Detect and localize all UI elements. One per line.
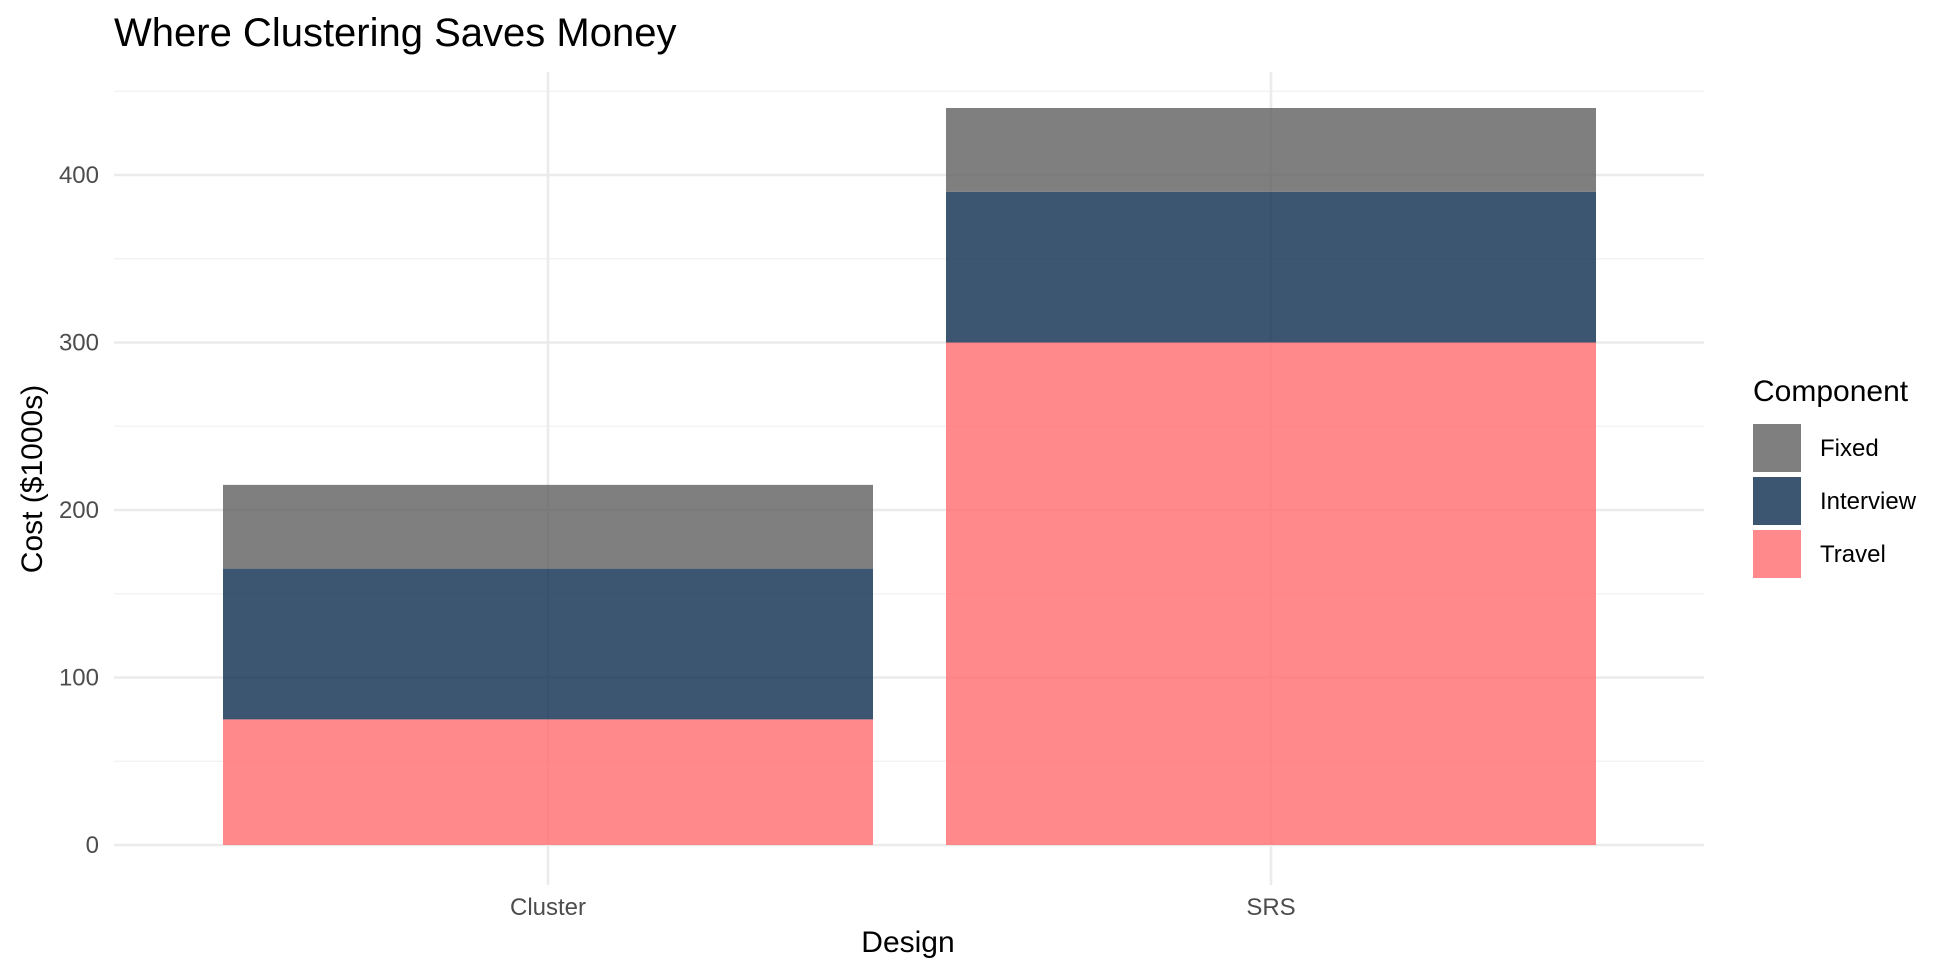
bar-interview-cluster (223, 568, 873, 720)
legend-label-fixed: Fixed (1820, 435, 1879, 462)
legend-items: Fixed Interview Travel (1753, 424, 1917, 578)
bar-interview-srs (946, 191, 1596, 343)
y-axis-ticks: 0 100 200 300 400 (59, 162, 99, 859)
chart-title: Where Clustering Saves Money (114, 11, 676, 55)
y-tick-label: 100 (59, 665, 99, 692)
y-tick-label: 300 (59, 330, 99, 357)
bar-fixed-srs (946, 108, 1596, 192)
x-axis-title: Design (861, 926, 954, 959)
legend-title: Component (1753, 375, 1909, 408)
x-axis-ticks: Cluster SRS (510, 894, 1296, 921)
legend: Component Fixed Interview Travel (1753, 375, 1917, 578)
bar-travel-srs (946, 342, 1596, 845)
bar-travel-cluster (223, 719, 873, 845)
y-tick-label: 400 (59, 162, 99, 189)
legend-swatch-interview (1753, 477, 1801, 525)
y-tick-label: 200 (59, 497, 99, 524)
y-axis-title: Cost ($1000s) (16, 385, 49, 573)
y-tick-label: 0 (86, 832, 99, 859)
legend-swatch-fixed (1753, 424, 1801, 472)
x-tick-label: Cluster (510, 894, 586, 921)
bars (223, 108, 1596, 845)
legend-label-interview: Interview (1820, 488, 1917, 515)
legend-swatch-travel (1753, 530, 1801, 578)
bar-fixed-cluster (223, 484, 873, 569)
legend-label-travel: Travel (1820, 541, 1886, 568)
x-tick-label: SRS (1246, 894, 1295, 921)
